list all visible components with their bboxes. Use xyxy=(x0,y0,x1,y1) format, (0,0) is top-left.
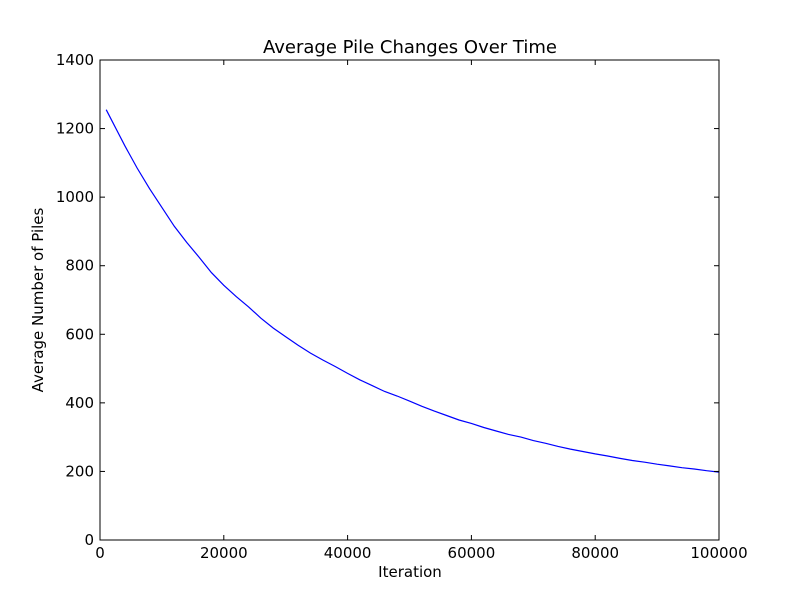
x-tick-label: 0 xyxy=(95,544,105,562)
chart-title: Average Pile Changes Over Time xyxy=(263,37,557,58)
y-tick-label: 800 xyxy=(65,257,94,275)
y-tick-label: 0 xyxy=(84,531,94,549)
y-tick-label: 1000 xyxy=(56,188,94,206)
x-axis-ticks: 0 20000 40000 60000 80000 100000 xyxy=(95,60,748,562)
y-tick-label: 600 xyxy=(65,325,94,343)
x-tick-label: 100000 xyxy=(690,544,747,562)
plot-frame xyxy=(99,59,720,541)
x-axis-label: Iteration xyxy=(378,563,442,581)
series-line xyxy=(105,109,720,473)
plot-area xyxy=(99,59,720,541)
x-tick-label: 20000 xyxy=(200,544,248,562)
y-axis-ticks: 0 200 400 600 800 1000 1200 1400 xyxy=(56,51,719,549)
x-tick-label: 60000 xyxy=(448,544,496,562)
x-tick-label: 80000 xyxy=(571,544,619,562)
y-tick-label: 200 xyxy=(65,462,94,480)
y-tick-label: 1200 xyxy=(56,120,94,138)
y-tick-label: 400 xyxy=(65,394,94,412)
y-tick-label: 1400 xyxy=(56,51,94,69)
y-axis-label: Average Number of Piles xyxy=(29,207,47,392)
x-tick-label: 40000 xyxy=(324,544,372,562)
